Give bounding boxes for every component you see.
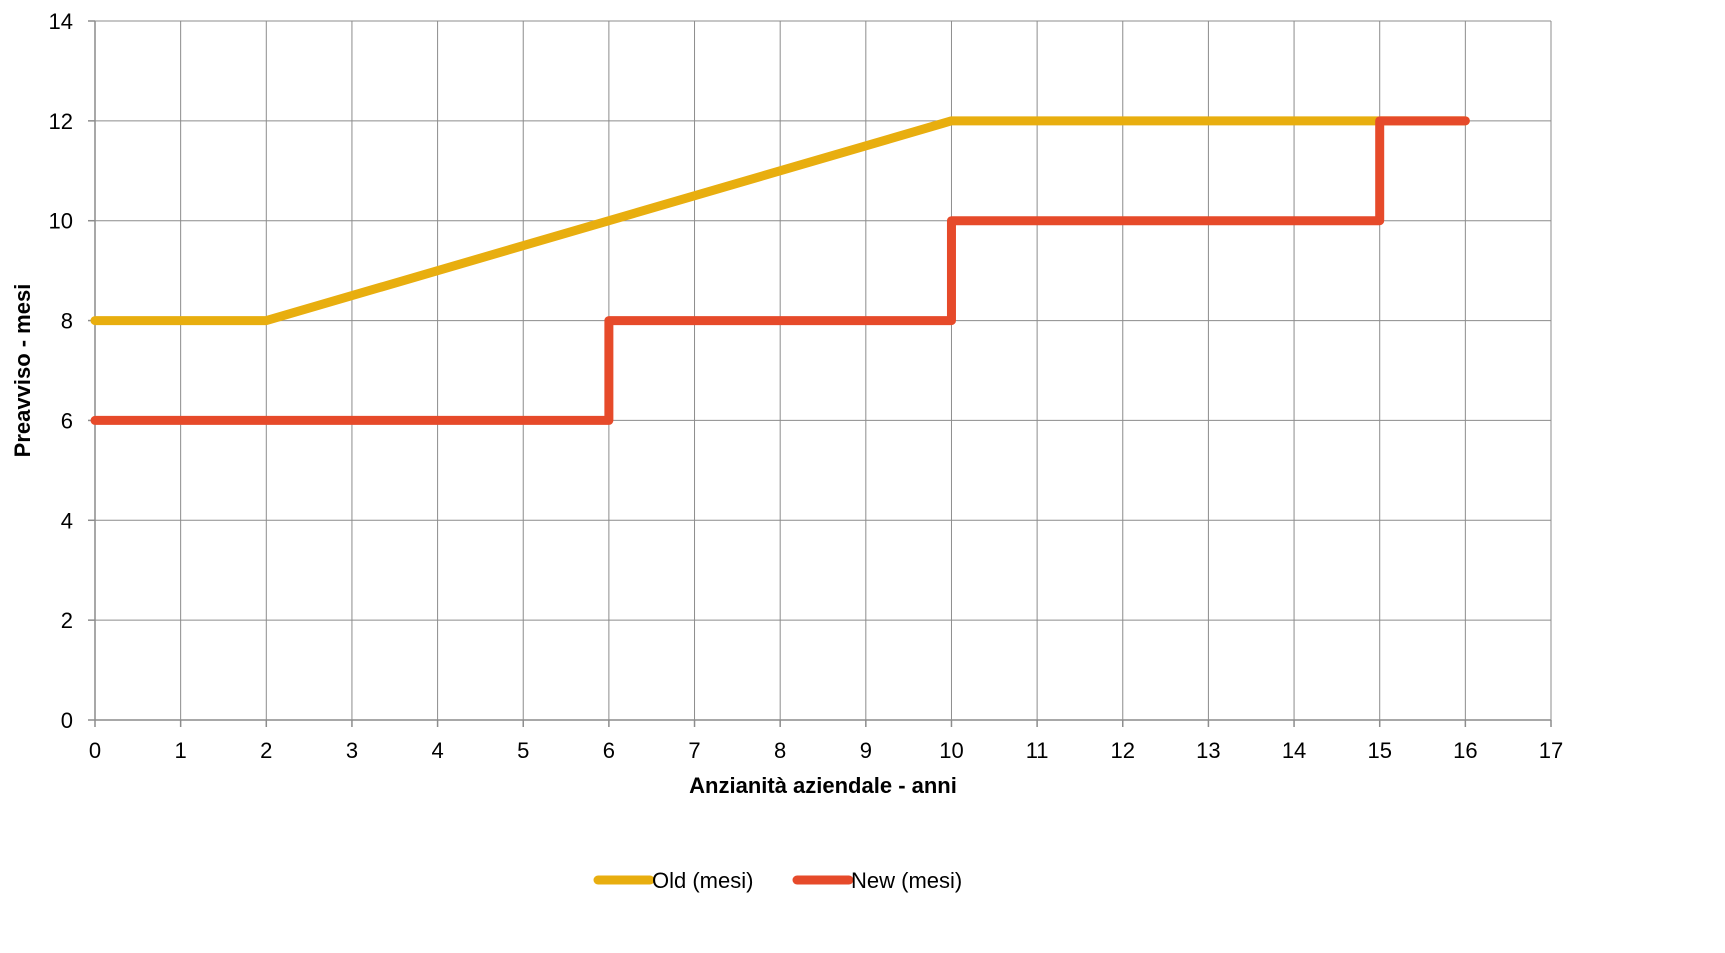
x-tick-label: 5 bbox=[517, 738, 529, 763]
x-tick-label: 3 bbox=[346, 738, 358, 763]
y-tick-label: 2 bbox=[61, 608, 73, 633]
series-lines bbox=[90, 116, 1470, 425]
y-tick-labels: 0 2 4 6 8 10 12 14 bbox=[49, 9, 73, 733]
x-tick-label: 14 bbox=[1282, 738, 1306, 763]
x-tick-label: 17 bbox=[1539, 738, 1563, 763]
axes bbox=[88, 20, 1552, 727]
x-tick-label: 1 bbox=[175, 738, 187, 763]
x-tick-label: 11 bbox=[1026, 738, 1049, 763]
y-tick-label: 8 bbox=[61, 309, 73, 334]
legend: Old (mesi) New (mesi) bbox=[593, 868, 962, 893]
legend-label: Old (mesi) bbox=[652, 868, 753, 893]
x-tick-label: 12 bbox=[1111, 738, 1135, 763]
x-tick-label: 10 bbox=[939, 738, 963, 763]
x-tick-label: 6 bbox=[603, 738, 615, 763]
x-tick-label: 4 bbox=[431, 738, 443, 763]
legend-label: New (mesi) bbox=[851, 868, 962, 893]
y-tick-label: 0 bbox=[61, 708, 73, 733]
x-tick-label: 2 bbox=[260, 738, 272, 763]
y-tick-label: 12 bbox=[49, 109, 73, 134]
y-tick-label: 10 bbox=[49, 209, 73, 234]
x-tick-label: 0 bbox=[89, 738, 101, 763]
y-tick-label: 6 bbox=[61, 408, 73, 433]
grid bbox=[95, 20, 1552, 720]
x-tick-label: 16 bbox=[1453, 738, 1477, 763]
y-axis-title: Preavviso - mesi bbox=[10, 284, 35, 458]
y-tick-label: 4 bbox=[61, 508, 73, 533]
x-tick-label: 15 bbox=[1367, 738, 1391, 763]
x-tick-labels: 0 1 2 3 4 5 6 7 8 9 10 11 12 13 14 15 16 17 bbox=[89, 738, 1563, 763]
x-tick-label: 8 bbox=[774, 738, 786, 763]
x-tick-label: 13 bbox=[1196, 738, 1220, 763]
x-axis-title: Anzianità aziendale - anni bbox=[689, 773, 957, 798]
x-tick-label: 7 bbox=[688, 738, 700, 763]
y-tick-label: 14 bbox=[49, 9, 73, 34]
x-tick-label: 9 bbox=[860, 738, 872, 763]
series-line-new bbox=[90, 116, 1470, 425]
